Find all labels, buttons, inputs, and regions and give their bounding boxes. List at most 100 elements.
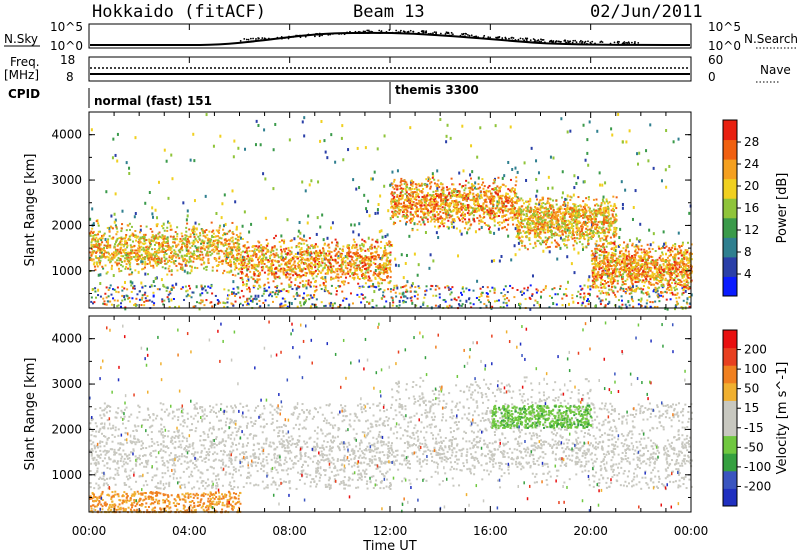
power-cell bbox=[445, 204, 447, 206]
power-cell bbox=[186, 255, 188, 257]
power-cell bbox=[468, 187, 470, 189]
power-cell bbox=[207, 242, 209, 244]
power-cell bbox=[485, 224, 487, 226]
power-cell bbox=[116, 259, 118, 261]
power-cell bbox=[153, 280, 155, 283]
power-cell bbox=[678, 138, 680, 141]
power-cell bbox=[339, 265, 341, 267]
power-cell bbox=[384, 279, 386, 281]
power-cell bbox=[622, 141, 624, 144]
power-cell bbox=[238, 263, 240, 265]
power-cell bbox=[545, 285, 547, 287]
power-cell bbox=[459, 209, 461, 211]
nsearch-dot bbox=[564, 39, 566, 41]
power-cell bbox=[257, 240, 259, 242]
power-cell bbox=[556, 258, 558, 261]
power-cell bbox=[416, 215, 418, 217]
power-cell bbox=[370, 252, 372, 254]
power-cell bbox=[389, 259, 391, 261]
power-cell bbox=[449, 293, 451, 295]
power-cell bbox=[227, 254, 229, 256]
power-cell bbox=[456, 227, 458, 229]
power-cell bbox=[573, 248, 575, 251]
power-cell bbox=[97, 241, 99, 243]
power-cell bbox=[203, 242, 205, 244]
power-cell bbox=[582, 302, 584, 304]
power-cell bbox=[388, 243, 390, 245]
power-cell bbox=[288, 279, 290, 281]
nsearch-dot bbox=[518, 39, 520, 41]
power-cell bbox=[374, 246, 376, 248]
power-cell bbox=[325, 151, 327, 154]
nsearch-dot bbox=[540, 40, 542, 42]
nsearch-dot bbox=[483, 35, 485, 37]
power-cell bbox=[270, 263, 272, 265]
power-cell bbox=[605, 228, 607, 230]
power-cell bbox=[406, 254, 408, 257]
power-cell bbox=[234, 263, 236, 265]
power-cell bbox=[334, 271, 336, 273]
power-cell bbox=[317, 246, 319, 248]
power-cell bbox=[354, 262, 356, 264]
power-cell bbox=[218, 253, 220, 255]
power-cell bbox=[115, 241, 117, 243]
power-cell bbox=[373, 271, 375, 273]
power-cell bbox=[314, 281, 316, 283]
power-cell bbox=[194, 254, 196, 256]
power-cell bbox=[308, 279, 310, 281]
nsearch-tick-bottom: 10^0 bbox=[708, 39, 741, 53]
power-cell bbox=[97, 247, 99, 249]
power-cell bbox=[450, 215, 452, 217]
power-cell bbox=[323, 282, 325, 284]
power-cell bbox=[126, 229, 128, 231]
power-cell bbox=[303, 134, 305, 137]
power-cell bbox=[674, 294, 676, 296]
power-cell bbox=[323, 250, 325, 252]
power-cell bbox=[335, 244, 337, 246]
nsearch-dot bbox=[317, 34, 319, 36]
power-cell bbox=[149, 191, 151, 194]
power-cell bbox=[216, 270, 218, 272]
power-cell bbox=[445, 209, 447, 211]
power-cell bbox=[319, 284, 321, 286]
power-cell bbox=[337, 273, 339, 275]
power-cell bbox=[368, 286, 370, 288]
power-cell bbox=[480, 194, 482, 196]
power-cell bbox=[534, 300, 536, 302]
power-cell bbox=[178, 263, 180, 265]
power-cell bbox=[347, 262, 349, 264]
power-cell bbox=[116, 305, 118, 307]
power-cell bbox=[203, 267, 205, 269]
power-cell bbox=[116, 160, 118, 163]
power-cell bbox=[352, 230, 354, 233]
power-cell bbox=[184, 258, 186, 260]
power-cell bbox=[463, 169, 465, 172]
power-cell bbox=[459, 300, 461, 302]
power-cell bbox=[230, 302, 232, 304]
power-cell bbox=[99, 263, 101, 265]
power-cell bbox=[226, 258, 228, 260]
power-cell bbox=[369, 277, 371, 279]
power-cell bbox=[118, 257, 120, 259]
power-cell bbox=[236, 257, 238, 259]
power-cell bbox=[313, 259, 315, 261]
power-cell bbox=[281, 259, 283, 261]
power-cell bbox=[636, 152, 638, 155]
power-cell bbox=[461, 233, 463, 236]
power-cell bbox=[226, 271, 228, 273]
freq-unit-label: [MHz] bbox=[4, 68, 39, 82]
power-cell bbox=[123, 251, 125, 253]
power-cell bbox=[195, 238, 197, 240]
power-cell bbox=[350, 223, 352, 226]
power-cell bbox=[134, 269, 136, 271]
power-cell bbox=[285, 263, 287, 265]
power-cell bbox=[588, 237, 590, 239]
power-cell bbox=[149, 242, 151, 244]
power-cell bbox=[359, 269, 361, 271]
power-cell bbox=[565, 288, 567, 290]
power-cell bbox=[274, 245, 276, 247]
power-cell bbox=[666, 299, 668, 301]
power-cell bbox=[92, 232, 94, 234]
power-cell bbox=[307, 246, 309, 248]
power-cell bbox=[514, 195, 516, 197]
